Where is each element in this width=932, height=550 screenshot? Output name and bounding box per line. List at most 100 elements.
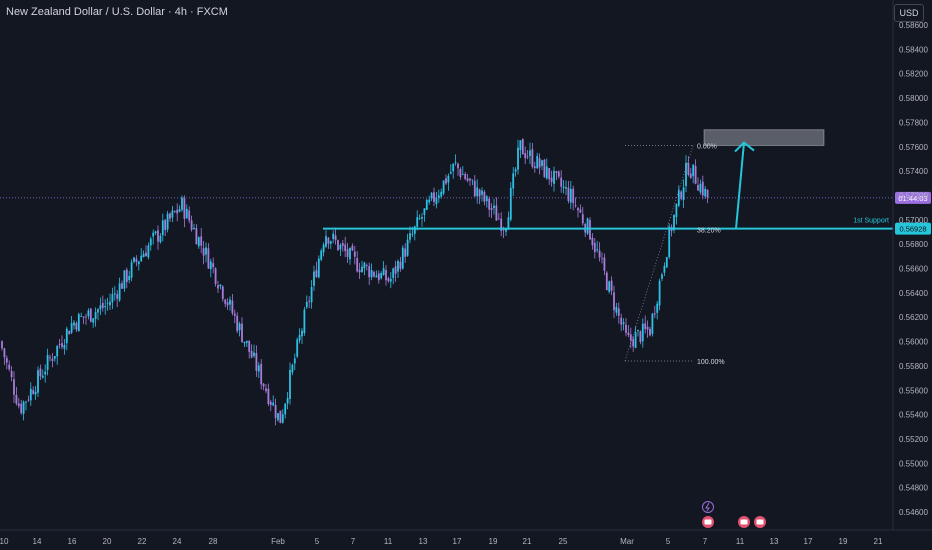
candle-body	[682, 187, 685, 201]
candle-body	[267, 388, 270, 405]
candle	[483, 190, 486, 206]
candle-body	[176, 209, 179, 214]
candle	[152, 229, 155, 245]
candle-body	[373, 271, 375, 277]
x-tick-label: 17	[804, 537, 813, 546]
candle	[157, 225, 159, 250]
candle-body	[483, 191, 486, 202]
candle	[61, 335, 63, 350]
candle-body	[490, 208, 493, 211]
candle	[56, 345, 59, 365]
candle	[140, 248, 143, 263]
candle-body	[17, 403, 20, 407]
candle-body	[473, 180, 476, 197]
candle	[560, 170, 563, 193]
candle-body	[53, 356, 56, 359]
candle	[627, 325, 630, 338]
candle-body	[680, 191, 683, 199]
y-tick-label: 0.57600	[899, 143, 928, 152]
candle	[375, 270, 378, 278]
candle	[634, 326, 637, 349]
candle-body	[344, 244, 347, 251]
lightning-icon[interactable]	[702, 501, 714, 513]
x-tick-label: 13	[770, 537, 779, 546]
candle-body	[183, 198, 186, 219]
candle	[73, 319, 75, 330]
candle	[459, 167, 462, 180]
candle	[94, 307, 97, 327]
candle	[41, 369, 44, 379]
candle-body	[3, 348, 6, 358]
candle-body	[687, 163, 690, 175]
candle-body	[545, 166, 548, 179]
x-tick-label: 20	[103, 537, 112, 546]
calendar-event-icon[interactable]	[754, 516, 766, 528]
candle-body	[394, 266, 397, 274]
candle	[545, 158, 548, 180]
candle-body	[296, 339, 299, 357]
candle-body	[41, 375, 44, 378]
candle-body	[351, 245, 354, 251]
price-axis: 0.58600 0.58400 0.58200 0.58000 0.57800 0.576…	[892, 0, 928, 530]
candle	[243, 341, 246, 347]
candle	[349, 247, 351, 265]
candle	[65, 326, 68, 351]
candle	[173, 210, 176, 214]
candle-body	[675, 203, 678, 218]
candle-body	[325, 236, 327, 247]
candle-body	[639, 331, 642, 342]
candle	[548, 167, 551, 185]
candle	[471, 179, 474, 186]
candle-body	[205, 247, 207, 255]
candle-body	[562, 186, 565, 188]
candle	[699, 179, 702, 195]
candle-body	[454, 162, 457, 164]
candle-body	[301, 330, 303, 337]
candle-body	[231, 300, 234, 314]
calendar-event-icon[interactable]	[738, 516, 750, 528]
candle-body	[500, 218, 503, 231]
candle-body	[476, 187, 479, 197]
candle	[245, 340, 248, 347]
candle	[10, 366, 13, 382]
candle-body	[303, 309, 306, 334]
candle-body	[68, 330, 71, 335]
candle-body	[77, 314, 80, 332]
candle	[449, 164, 452, 175]
candle	[164, 218, 167, 237]
candle-body	[593, 243, 596, 253]
calendar-event-icon[interactable]	[702, 516, 714, 528]
currency-selector[interactable]: USD	[894, 4, 924, 22]
drawings: 1st Support0.00%38.20%100.00%01:44:030.5…	[0, 129, 931, 528]
candle	[365, 263, 368, 271]
candle-body	[572, 188, 575, 204]
candle	[310, 280, 313, 309]
candle-body	[34, 391, 37, 395]
candle	[39, 364, 42, 381]
candle-body	[601, 258, 603, 260]
fib-label-100: 100.00%	[697, 359, 725, 366]
candle-body	[627, 332, 630, 335]
candle-body	[557, 171, 560, 177]
candle-body	[541, 160, 543, 166]
candle-body	[409, 233, 411, 240]
candle-body	[346, 249, 349, 257]
candle-body	[320, 250, 323, 260]
candle	[17, 397, 20, 409]
candle	[358, 262, 361, 280]
target-zone	[703, 129, 825, 147]
x-tick-label: 28	[209, 537, 218, 546]
candle	[87, 308, 90, 320]
candle	[682, 179, 685, 209]
candle-body	[634, 332, 637, 348]
candle	[257, 362, 260, 379]
candle	[32, 386, 35, 395]
candle-body	[533, 166, 536, 169]
y-tick-label: 0.56800	[899, 240, 928, 249]
candle	[205, 242, 207, 263]
candle	[195, 224, 198, 245]
x-tick-label: 13	[419, 537, 428, 546]
candle-body	[51, 358, 54, 361]
candle	[485, 195, 488, 208]
